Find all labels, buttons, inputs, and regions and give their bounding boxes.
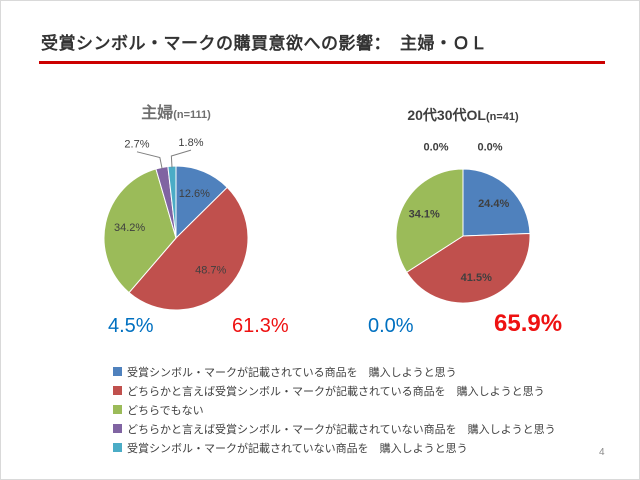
legend-swatch	[113, 424, 122, 433]
pie-data-label: 0.0%	[423, 141, 448, 153]
legend-label: どちらかと言えば受賞シンボル・マークが記載されている商品を 購入しようと思う	[127, 385, 545, 398]
page-number: 4	[599, 447, 605, 458]
leader-line	[170, 149, 192, 168]
chart-title-ol: 20代30代OL(n=41)	[343, 105, 583, 125]
title-underline	[39, 61, 605, 64]
pie-slice	[405, 232, 531, 304]
pie-slice	[103, 168, 177, 294]
pie-data-label: 24.4%	[478, 198, 509, 210]
summary-red-ol: 65.9%	[494, 310, 563, 337]
legend-item: どちらかと言えば受賞シンボル・マークが記載されている商品を 購入しようと思う	[113, 381, 556, 400]
legend-item: どちらかと言えば受賞シンボル・マークが記載されていない商品を 購入しようと思う	[113, 419, 556, 438]
legend-swatch	[113, 405, 122, 414]
chart-title-text: 20代30代OL	[407, 107, 486, 123]
legend-swatch	[113, 443, 122, 452]
chart-sample-size: (n=41)	[485, 111, 519, 123]
pie-slice	[395, 168, 464, 273]
leader-line	[136, 151, 163, 169]
pie-data-label: 0.0%	[477, 141, 502, 153]
pie-chart-ol: 24.4% 41.5% 34.1% 0.0% 0.0%	[395, 141, 531, 304]
pie-slice	[128, 186, 249, 311]
pie-data-label: 34.2%	[114, 222, 145, 234]
legend-item: 受賞シンボル・マークが記載されている商品を 購入しようと思う	[113, 362, 556, 381]
legend-label: どちらでもない	[127, 404, 204, 417]
pie-data-label: 2.7%	[124, 139, 149, 151]
chart-title-text: 主婦	[141, 105, 174, 122]
summary-blue-ol: 0.0%	[368, 315, 414, 337]
legend-swatch	[113, 386, 122, 395]
pie-chart-housewife: 12.6% 48.7% 34.2% 2.7% 1.8%	[103, 137, 249, 311]
pie-data-label: 12.6%	[179, 188, 210, 200]
pie-slice	[175, 165, 228, 240]
legend-label: 受賞シンボル・マークが記載されていない商品を 購入しようと思う	[127, 442, 468, 455]
legend-item: 受賞シンボル・マークが記載されていない商品を 購入しようと思う	[113, 438, 556, 457]
legend-label: どちらかと言えば受賞シンボル・マークが記載されていない商品を 購入しようと思う	[127, 423, 556, 436]
chart-sample-size: (n=111)	[173, 109, 211, 121]
pie-data-label: 41.5%	[461, 272, 492, 284]
legend-swatch	[113, 367, 122, 376]
page-title: 受賞シンボル・マークの購買意欲への影響： 主婦・ＯＬ	[41, 34, 488, 53]
summary-red-housewife: 61.3%	[232, 315, 289, 337]
chart-title-housewife: 主婦(n=111)	[56, 99, 296, 123]
legend: 受賞シンボル・マークが記載されている商品を 購入しようと思うどちらかと言えば受賞…	[113, 362, 556, 457]
pie-slice	[462, 168, 531, 237]
pie-data-label: 48.7%	[195, 264, 226, 276]
pie-data-label: 1.8%	[178, 137, 203, 149]
summary-blue-housewife: 4.5%	[108, 315, 154, 337]
pie-data-label: 34.1%	[409, 209, 440, 221]
legend-item: どちらでもない	[113, 400, 556, 419]
legend-label: 受賞シンボル・マークが記載されている商品を 購入しようと思う	[127, 366, 457, 379]
